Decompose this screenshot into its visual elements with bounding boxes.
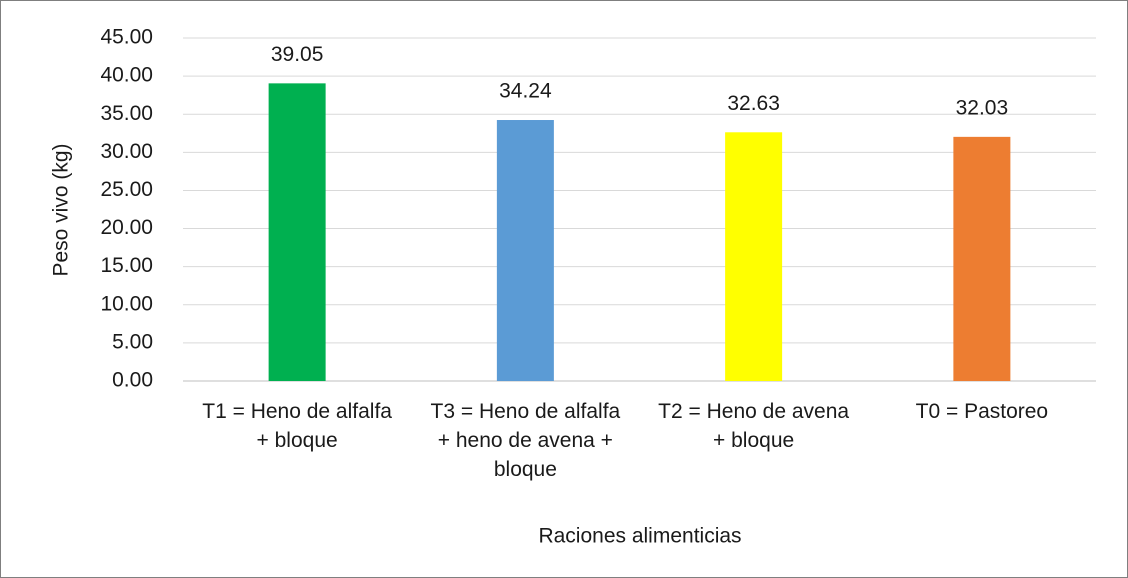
value-label: 32.63 bbox=[727, 92, 780, 115]
bar bbox=[496, 120, 554, 382]
x-tick-label: T0 = Pastoreo bbox=[915, 400, 1049, 423]
x-axis-title: Raciones alimenticias bbox=[538, 525, 741, 548]
x-tick-label-box: T1 = Heno de alfalfa + bloque bbox=[202, 400, 392, 452]
y-tick-label: 5.00 bbox=[112, 330, 153, 353]
value-label: 32.03 bbox=[956, 96, 1009, 119]
x-tick-label: T2 = Heno de avena + bloque bbox=[658, 400, 850, 452]
value-label: 39.05 bbox=[271, 43, 324, 66]
bar bbox=[725, 132, 783, 381]
y-tick-label: 10.00 bbox=[100, 292, 153, 315]
y-tick-label: 40.00 bbox=[100, 64, 153, 87]
y-tick-label: 35.00 bbox=[100, 102, 153, 125]
x-tick-label-box: T0 = Pastoreo bbox=[915, 400, 1049, 423]
x-tick-label: T3 = Heno de alfalfa + heno de avena + b… bbox=[430, 400, 621, 481]
y-axis-title: Peso vivo (kg) bbox=[50, 143, 73, 276]
x-tick-label: T1 = Heno de alfalfa + bloque bbox=[202, 400, 392, 452]
y-tick-label: 45.00 bbox=[100, 26, 153, 49]
bar bbox=[268, 83, 326, 381]
y-tick-label: 20.00 bbox=[100, 216, 153, 239]
x-tick-label-box: T3 = Heno de alfalfa + heno de avena + b… bbox=[430, 400, 621, 481]
bar bbox=[953, 136, 1011, 381]
value-label: 34.24 bbox=[499, 80, 552, 103]
y-tick-label: 25.00 bbox=[100, 178, 153, 201]
x-tick-label-box: T2 = Heno de avena + bloque bbox=[658, 400, 850, 452]
y-tick-label: 30.00 bbox=[100, 140, 153, 163]
y-tick-label: 0.00 bbox=[112, 369, 153, 392]
y-tick-label: 15.00 bbox=[100, 254, 153, 277]
